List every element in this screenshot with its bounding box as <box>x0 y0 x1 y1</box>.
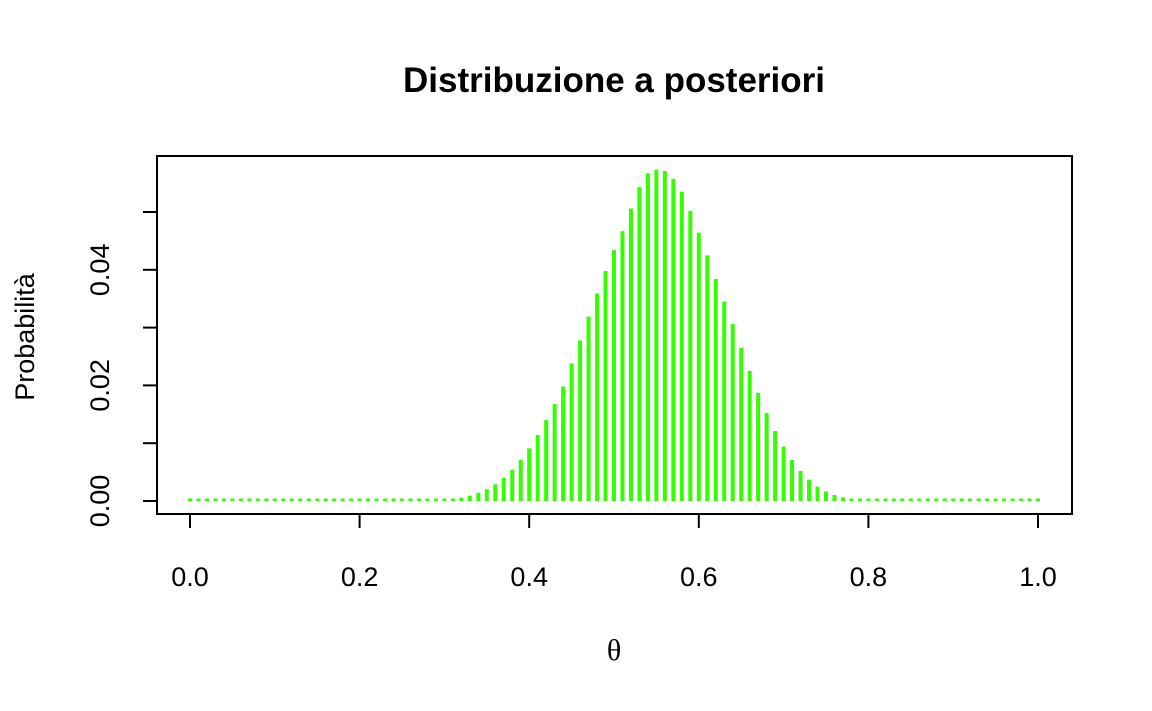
y-tick-label: 0.04 <box>85 244 115 297</box>
chart-title: Distribuzione a posteriori <box>403 61 825 100</box>
x-tick-label: 1.0 <box>1019 562 1057 592</box>
y-tick-label: 0.00 <box>85 475 115 528</box>
y-axis-label: Probabilità <box>10 272 40 401</box>
x-tick-label: 0.4 <box>510 562 548 592</box>
bar-series <box>188 169 1040 501</box>
x-tick-label: 0.2 <box>341 562 379 592</box>
x-axis: 0.0 0.2 0.4 0.6 0.8 1.0 <box>171 513 1057 592</box>
x-tick-label: 0.6 <box>680 562 718 592</box>
x-tick-label: 0.0 <box>171 562 209 592</box>
x-tick-label: 0.8 <box>850 562 888 592</box>
x-axis-label: θ <box>607 634 621 667</box>
y-tick-label: 0.02 <box>85 359 115 412</box>
y-axis: 0.00 0.02 0.04 <box>85 211 158 528</box>
